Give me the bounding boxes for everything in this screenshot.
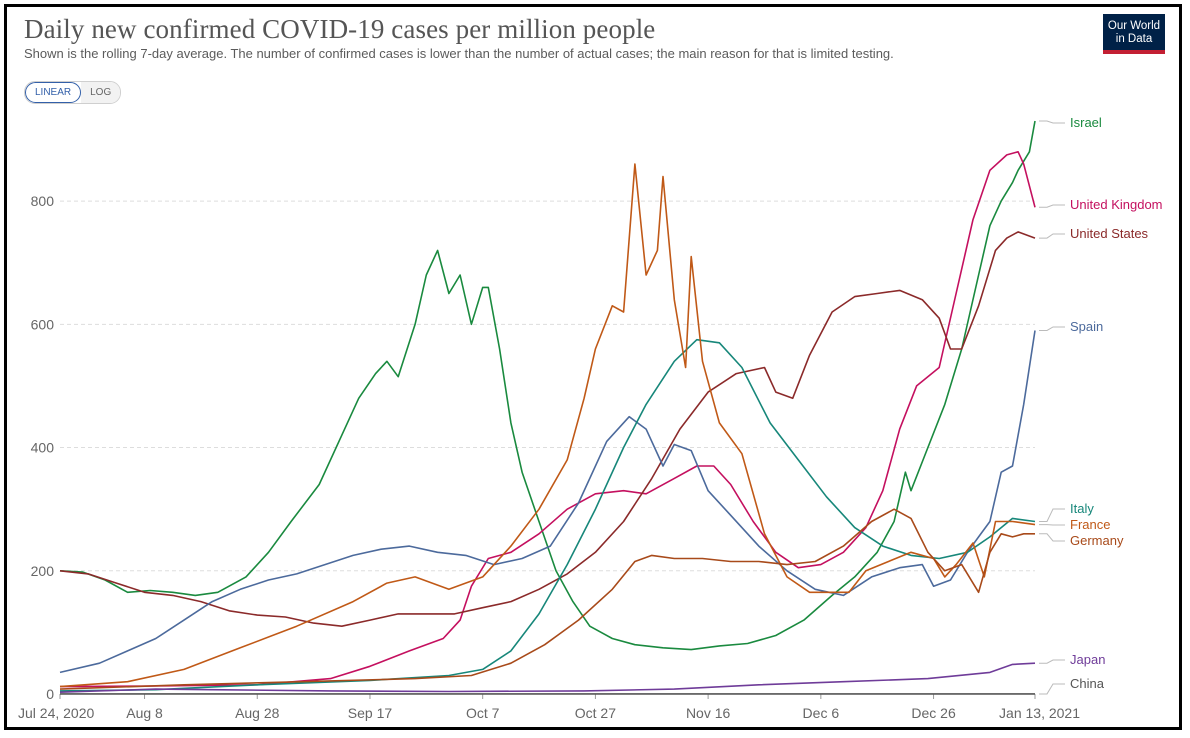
series-label: Japan [1070,652,1105,667]
x-tick-label: Dec 6 [803,705,840,721]
series-label-connector [1039,508,1065,522]
chart-subtitle: Shown is the rolling 7-day average. The … [24,46,894,61]
series-line-france [59,163,1036,688]
y-tick-label: 0 [46,686,54,702]
x-tick-label: Jul 24, 2020 [18,705,94,721]
logo-line-2: in Data [1115,33,1153,45]
series-label-connector [1039,120,1065,124]
series-line-spain [59,330,1036,674]
x-tick-label: Sep 17 [348,705,393,721]
x-tick-label: Jan 13, 2021 [999,705,1080,721]
series-label: France [1070,517,1110,532]
series-label: Israel [1070,115,1102,130]
y-tick-label: 400 [31,440,55,456]
series-label: United Kingdom [1070,197,1163,212]
series-line-japan [59,662,1036,693]
series-label-connector [1039,533,1065,542]
series-label-connector [1039,326,1065,331]
series-label: Spain [1070,319,1103,334]
series-line-italy [59,338,1036,692]
y-tick-label: 800 [31,193,55,209]
series-label: Germany [1070,533,1124,548]
series-label-connector [1039,204,1065,208]
series-label-connector [1039,233,1065,239]
y-tick-label: 200 [31,563,55,579]
series-label-connector [1039,683,1065,695]
logo-line-1: Our World [1107,20,1161,32]
x-tick-label: Nov 16 [686,705,731,721]
chart-title: Daily new confirmed COVID-19 cases per m… [24,14,656,44]
x-tick-label: Aug 8 [126,705,163,721]
series-line-united-states [59,231,1036,628]
series-label: United States [1070,226,1149,241]
series-label: China [1070,676,1105,691]
x-tick-label: Dec 26 [911,705,956,721]
x-tick-label: Oct 7 [466,705,500,721]
x-tick-label: Oct 27 [575,705,616,721]
owid-logo[interactable]: Our World in Data [1103,14,1165,54]
series-label-connector [1039,659,1065,664]
y-tick-label: 600 [31,316,55,332]
scale-toggle: LINEAR LOG [24,81,122,104]
linear-scale-button[interactable]: LINEAR [25,82,82,103]
series-line-germany [59,508,1035,690]
series-line-united-kingdom [59,151,1036,688]
series-line-israel [59,120,1036,651]
x-tick-label: Aug 28 [235,705,280,721]
series-label: Italy [1070,501,1094,516]
log-scale-button[interactable]: LOG [81,82,121,103]
